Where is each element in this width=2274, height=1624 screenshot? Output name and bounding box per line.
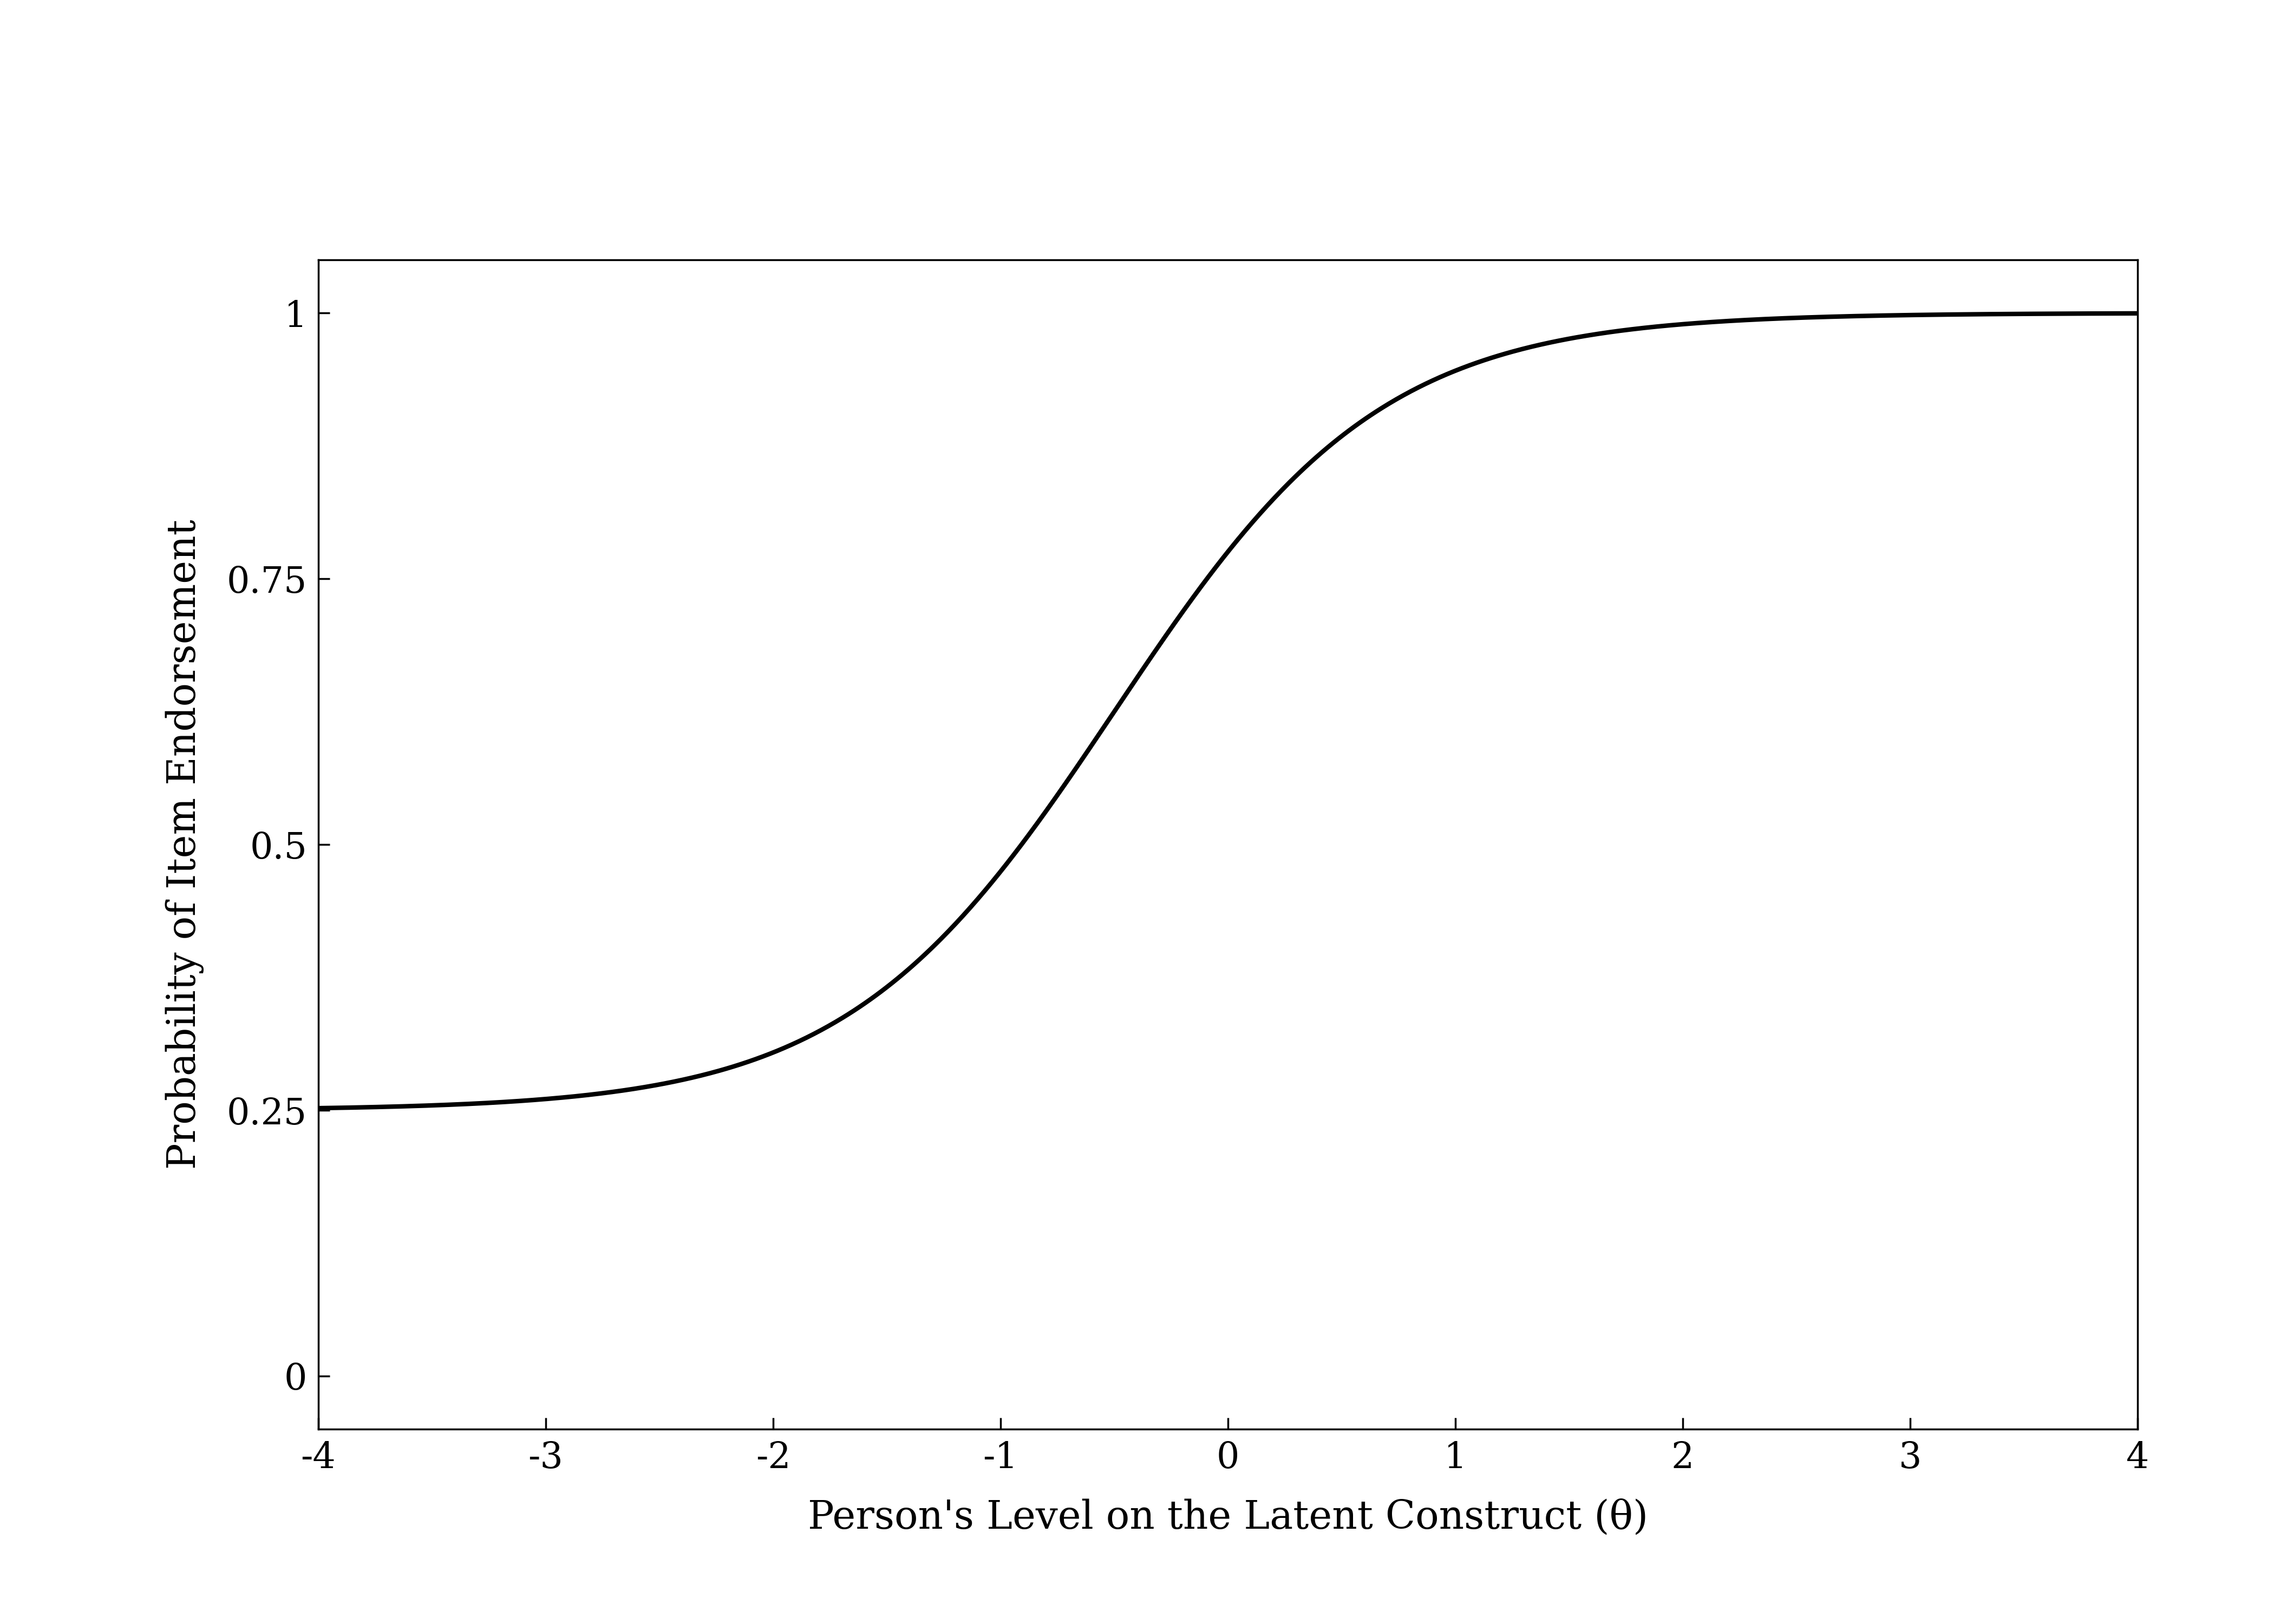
- Y-axis label: Probability of Item Endorsement: Probability of Item Endorsement: [166, 520, 205, 1169]
- X-axis label: Person's Level on the Latent Construct (θ): Person's Level on the Latent Construct (…: [807, 1499, 1649, 1536]
